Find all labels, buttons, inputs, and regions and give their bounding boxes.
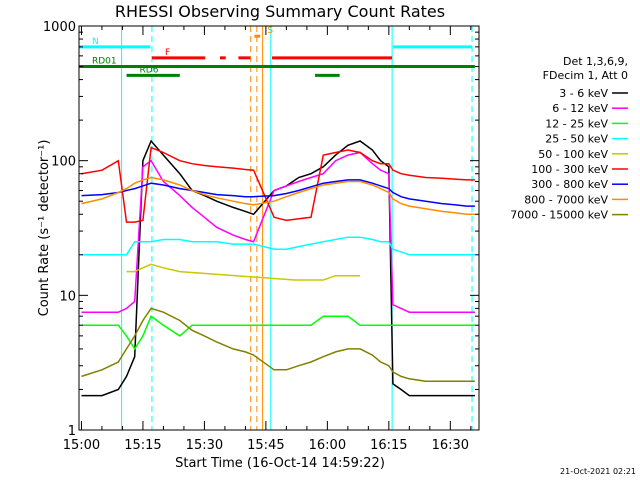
- x-axis-title: Start Time (16-Oct-14 14:59:22): [175, 456, 385, 471]
- x-tick-label-4: 16:00: [309, 438, 346, 453]
- flag-label-f: F: [165, 48, 170, 58]
- series-line-4: [81, 236, 475, 256]
- series-line-9: [81, 307, 475, 383]
- legend: Det 1,3,6,9,FDecim 1, Att 0 3 - 6 keV 6 - …: [510, 55, 628, 222]
- legend-label-3: 12 - 25 keV: [545, 117, 608, 130]
- legend-label-5: 50 - 100 keV: [538, 148, 608, 161]
- chart-title: RHESSI Observing Summary Count Rates: [115, 2, 445, 21]
- x-tick-label-1: 15:15: [124, 438, 161, 453]
- legend-header-1: FDecim 1, Att 0: [543, 69, 628, 82]
- axes: 15:00 15:15 15:30 15:45 16:00 16:15 16:30 1 10 10…: [43, 20, 479, 453]
- x-tick-label-2: 15:30: [186, 438, 223, 453]
- plot-frame: [78, 25, 480, 431]
- y-tick-label-2: 100: [51, 155, 76, 170]
- legend-label-9: 7000 - 15000 keV: [510, 209, 608, 222]
- x-tick-label-3: 15:45: [247, 438, 284, 453]
- flag-label-s: S: [267, 26, 273, 36]
- flag-label-rd01: RD01: [92, 57, 117, 67]
- legend-label-8: 800 - 7000 keV: [524, 193, 608, 206]
- legend-label-1: 3 - 6 keV: [559, 87, 608, 100]
- x-tick-label-0: 15:00: [63, 438, 100, 453]
- series-line-8: [81, 176, 475, 216]
- y-tick-label-0: 1: [68, 424, 76, 439]
- series-line-1: [81, 139, 475, 397]
- legend-header-0: Det 1,3,6,9,: [563, 55, 628, 68]
- x-tick-label-5: 16:15: [370, 438, 407, 453]
- legend-label-2: 6 - 12 keV: [552, 102, 608, 115]
- footer-timestamp: 21-Oct-2021 02:21: [560, 467, 636, 476]
- legend-label-6: 100 - 300 keV: [531, 163, 608, 176]
- series-line-3: [81, 315, 475, 351]
- x-tick-label-6: 16:30: [432, 438, 469, 453]
- series-line-2: [81, 151, 475, 313]
- series-line-7: [81, 179, 475, 207]
- flag-label-rd6: RD6: [140, 65, 159, 75]
- plot-area: N F S RD01 RD6: [79, 26, 475, 430]
- legend-label-7: 300 - 800 keV: [531, 178, 608, 191]
- flag-label-n: N: [92, 37, 99, 47]
- legend-label-4: 25 - 50 keV: [545, 133, 608, 146]
- y-tick-label-3: 1000: [43, 20, 76, 35]
- y-tick-label-1: 10: [59, 289, 76, 304]
- series-line-5: [126, 263, 361, 281]
- y-axis-title: Count Rate (s⁻¹ detector⁻¹): [37, 140, 52, 317]
